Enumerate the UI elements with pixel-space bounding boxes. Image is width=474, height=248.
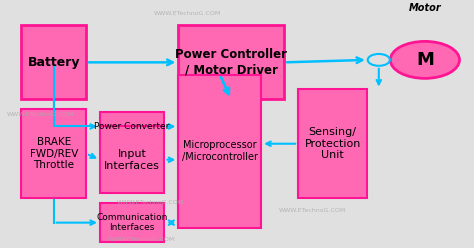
- Text: WWW.ETechnoG.COM: WWW.ETechnoG.COM: [117, 200, 184, 205]
- Text: Battery: Battery: [27, 56, 80, 69]
- Text: Motor: Motor: [409, 3, 441, 13]
- Text: WWW.ETechnoG.COM: WWW.ETechnoG.COM: [154, 11, 221, 16]
- Circle shape: [390, 41, 459, 78]
- Text: WWW.ETechnoG.COM: WWW.ETechnoG.COM: [6, 112, 73, 117]
- Text: WWW.ETechnoG.COM: WWW.ETechnoG.COM: [278, 208, 346, 213]
- Text: Microprocessor
/Microcontroller: Microprocessor /Microcontroller: [182, 140, 258, 162]
- Text: Power Converter: Power Converter: [94, 122, 170, 131]
- FancyBboxPatch shape: [100, 203, 164, 242]
- Text: Input
Interfaces: Input Interfaces: [104, 149, 160, 171]
- FancyBboxPatch shape: [298, 90, 367, 198]
- FancyBboxPatch shape: [100, 112, 164, 141]
- FancyBboxPatch shape: [21, 25, 86, 99]
- Text: M: M: [416, 51, 434, 69]
- Text: Sensing/
Protection
Unit: Sensing/ Protection Unit: [304, 127, 361, 160]
- Text: BRAKE
FWD/REV
Throttle: BRAKE FWD/REV Throttle: [29, 137, 78, 170]
- Text: Communication
Interfaces: Communication Interfaces: [96, 213, 168, 232]
- Circle shape: [368, 54, 390, 66]
- FancyBboxPatch shape: [178, 25, 284, 99]
- Text: WWW.ETechnoG.COM: WWW.ETechnoG.COM: [108, 237, 175, 243]
- FancyBboxPatch shape: [100, 126, 164, 193]
- FancyBboxPatch shape: [21, 109, 86, 198]
- FancyBboxPatch shape: [178, 75, 261, 228]
- Text: Power Controller
/ Motor Driver: Power Controller / Motor Driver: [175, 48, 287, 76]
